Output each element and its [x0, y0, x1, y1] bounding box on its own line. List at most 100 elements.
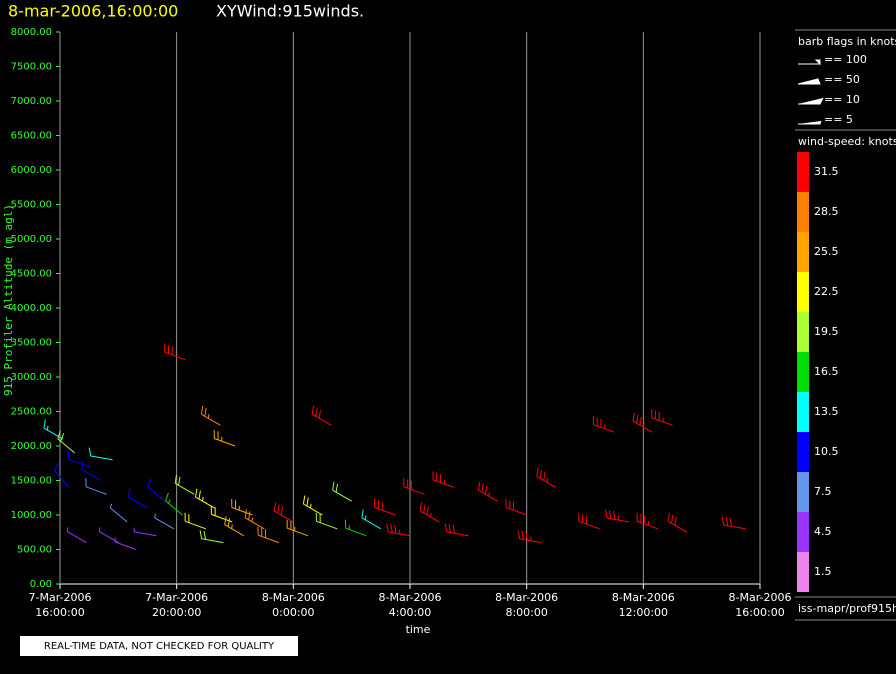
wind-barb	[184, 512, 206, 530]
colorbar-label: 1.5	[814, 565, 832, 578]
wind-barb	[403, 478, 425, 495]
x-tick-label: 8-Mar-2006	[379, 591, 442, 604]
barb-legend-glyphs	[797, 59, 824, 125]
y-tick-label: 7000.00	[11, 96, 52, 107]
wind-barb	[257, 526, 279, 544]
wind-barb	[386, 523, 411, 537]
x-tick-label: 20:00:00	[152, 606, 201, 619]
colorbar-label: 4.5	[814, 525, 832, 538]
y-tick-label: 3000.00	[11, 372, 52, 383]
y-tick-label: 3500.00	[11, 338, 52, 349]
wind-barb	[200, 405, 221, 426]
wind-barb	[174, 474, 195, 495]
wind-barb	[210, 505, 233, 523]
y-tick-label: 5000.00	[11, 234, 52, 245]
colorbar-label: 16.5	[814, 365, 839, 378]
chart-subtitle: XYWind:915winds.	[216, 2, 364, 21]
wind-barb	[286, 519, 309, 537]
wind-barb	[54, 462, 70, 488]
y-tick-label: 1000.00	[11, 510, 52, 521]
x-tick-label: 8-Mar-2006	[729, 591, 792, 604]
wind-barb	[332, 481, 352, 502]
wind-barb	[81, 461, 102, 481]
x-tick-label: 8-Mar-2006	[262, 591, 325, 604]
colorbar-swatch	[797, 512, 809, 552]
colorbar-swatch	[797, 552, 809, 592]
wind-barb	[505, 498, 527, 516]
colorbar-title: wind-speed: knots	[798, 135, 896, 148]
x-tick-label: 16:00:00	[35, 606, 84, 619]
wind-barb	[165, 492, 183, 516]
y-tick-label: 7500.00	[11, 62, 52, 73]
source: iss-mapr/prof915h	[798, 602, 896, 615]
x-tick-label: 7-Mar-2006	[145, 591, 208, 604]
barb-legend-label: == 100	[824, 53, 867, 66]
wind-barb	[636, 512, 659, 530]
colorbar-label: 10.5	[814, 445, 839, 458]
wind-barb	[133, 527, 157, 537]
barb-legend-label: == 10	[824, 93, 860, 106]
wind-barb	[164, 343, 186, 361]
wind-barb	[592, 416, 615, 433]
colorbar-swatch	[797, 312, 809, 352]
wind-barb	[315, 512, 338, 530]
wind-barb	[578, 512, 600, 530]
x-axis-label: time	[406, 623, 431, 636]
x-tick-label: 8-Mar-2006	[495, 591, 558, 604]
colorbar-label: 7.5	[814, 485, 832, 498]
colorbar-label: 31.5	[814, 165, 839, 178]
wind-barb	[127, 488, 148, 509]
colorbar-swatch	[797, 472, 809, 512]
x-tick-label: 12:00:00	[619, 606, 668, 619]
y-tick-label: 6000.00	[11, 165, 52, 176]
y-axis-label: 915 Profiler Altitude (m agl)	[2, 204, 15, 396]
colorbar-label: 19.5	[814, 325, 839, 338]
wind-barb	[536, 467, 557, 488]
notice-box	[20, 636, 298, 656]
colorbar-swatch	[797, 232, 809, 272]
wind-barb	[632, 412, 653, 433]
colorbar-swatch	[797, 272, 809, 312]
wind-barb	[231, 498, 253, 516]
barb-legend-label: == 50	[824, 73, 860, 86]
wind-barb	[88, 447, 113, 461]
wind-barb	[432, 471, 454, 488]
wind-barb	[419, 502, 440, 523]
colorbar-swatch	[797, 192, 809, 232]
y-tick-label: 8000.00	[11, 27, 52, 38]
barb-legend-label: == 5	[824, 113, 853, 126]
wind-barb	[154, 513, 175, 530]
colorbar-label: 28.5	[814, 205, 839, 218]
colorbar-swatch	[797, 152, 809, 192]
x-tick-label: 8:00:00	[505, 606, 547, 619]
wind-barb	[374, 498, 396, 516]
wind-barb	[199, 530, 224, 544]
x-tick-label: 7-Mar-2006	[29, 591, 92, 604]
notice: REAL-TIME DATA, NOT CHECKED FOR QUALITY	[44, 641, 275, 652]
y-tick-label: 2000.00	[11, 441, 52, 452]
wind-barb	[444, 523, 469, 537]
wind-barb	[66, 527, 87, 544]
wind-barb	[57, 430, 75, 454]
wind-barb	[651, 409, 673, 426]
y-tick-label: 6500.00	[11, 131, 52, 142]
wind-barb	[85, 478, 107, 495]
wind-barb	[721, 516, 746, 530]
y-tick-label: 0.00	[30, 579, 52, 590]
wind-barb	[147, 478, 166, 502]
y-tick-label: 1500.00	[11, 476, 52, 487]
y-tick-label: 500.00	[17, 545, 52, 556]
barb-legend-title: barb flags in knots	[798, 35, 896, 48]
side-panel	[795, 29, 896, 621]
wind-barb	[667, 512, 688, 533]
x-tick-label: 16:00:00	[735, 606, 784, 619]
wind-barb	[109, 503, 128, 523]
colorbar-swatch	[797, 352, 809, 392]
x-tick-label: 0:00:00	[272, 606, 314, 619]
colorbar-swatch	[797, 392, 809, 432]
wind-barb	[224, 516, 245, 537]
wind-barb	[361, 509, 382, 530]
colorbar-label: 22.5	[814, 285, 839, 298]
wind-barb	[605, 509, 629, 523]
